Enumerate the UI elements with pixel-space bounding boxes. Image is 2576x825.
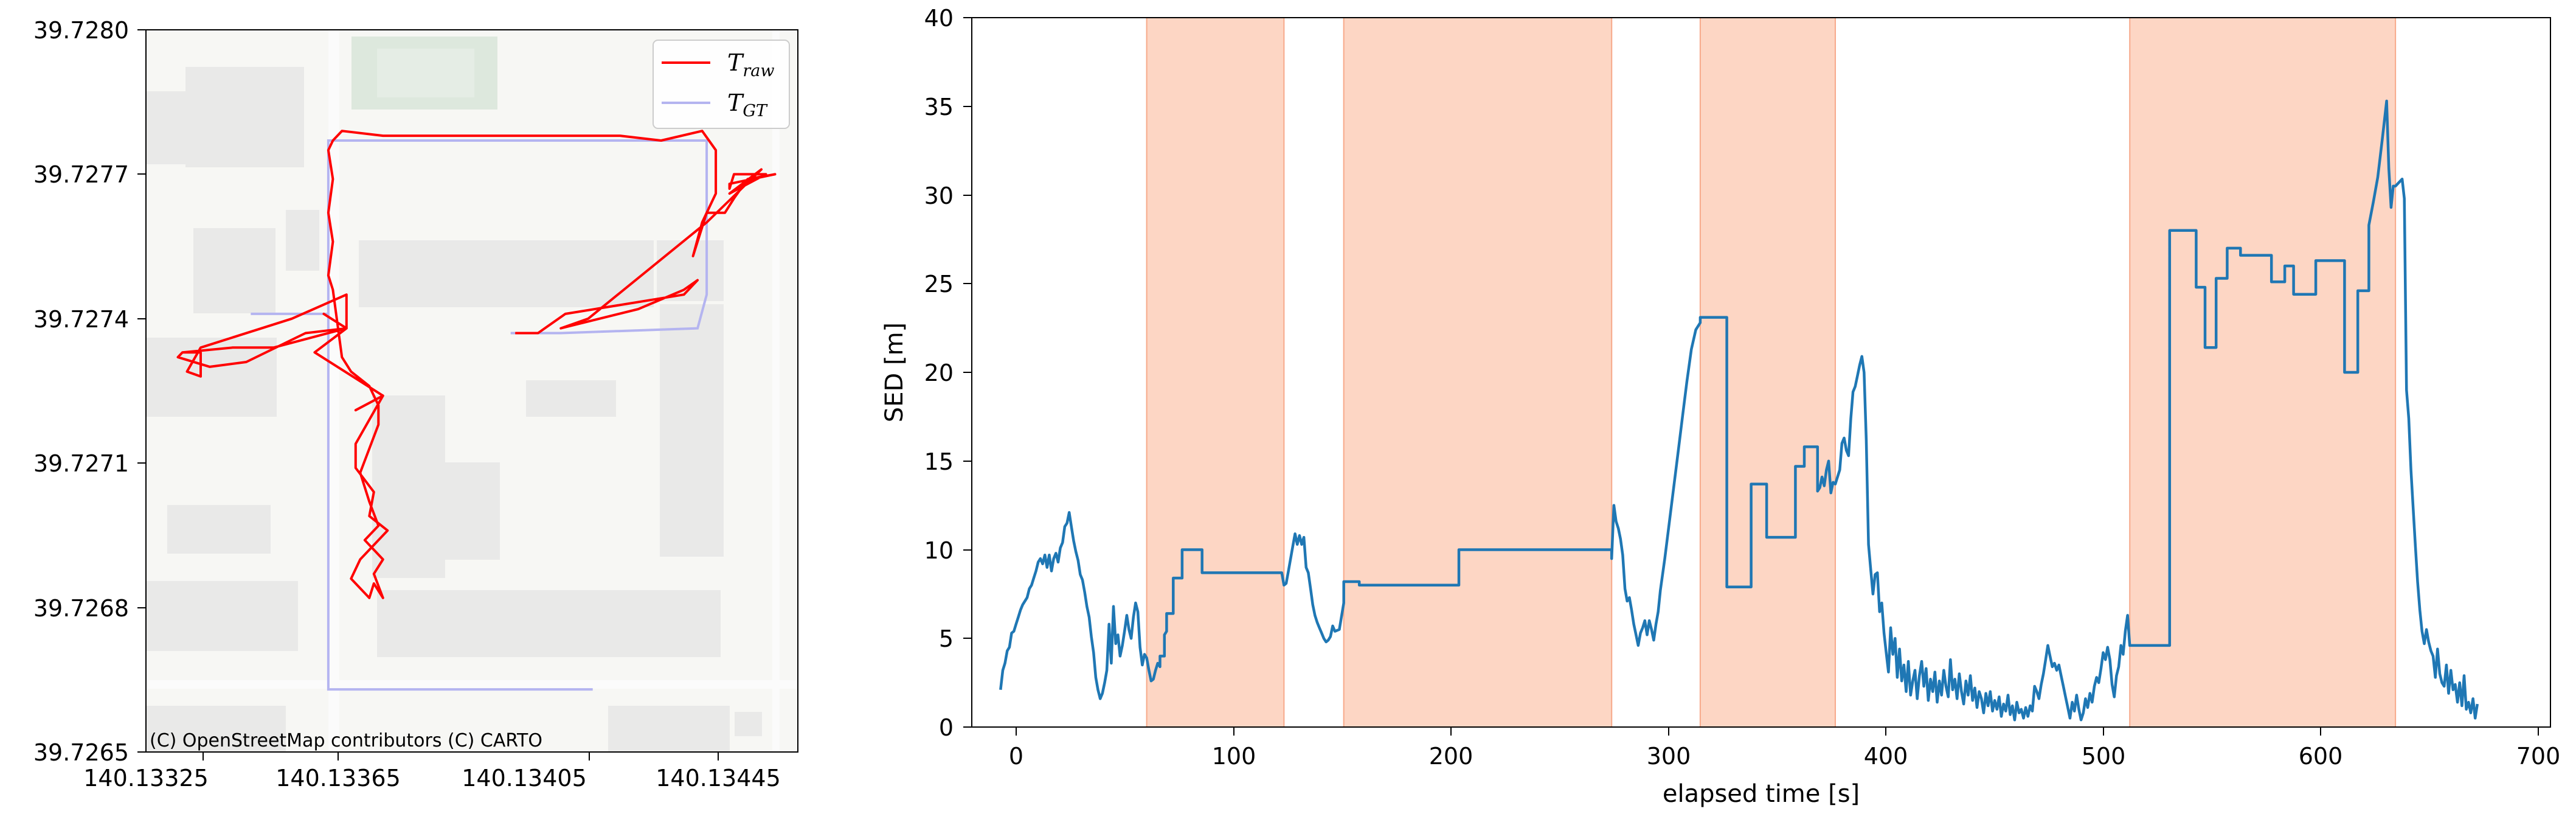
legend-raw-label: Traw [727, 49, 774, 80]
basemap [146, 30, 798, 752]
sed-y-tick-label: 25 [924, 271, 954, 298]
map-x-axis: 140.13325 140.13365 140.13405 140.13445 [83, 752, 781, 792]
map-legend: Traw TGT [653, 40, 790, 129]
shaded-interval [1146, 18, 1285, 727]
sed-x-tick-label: 400 [1864, 743, 1908, 770]
map-y-tick-label: 39.7268 [33, 595, 129, 622]
trajectory-raw-line [176, 130, 777, 599]
map-y-tick-label: 39.7271 [33, 450, 129, 477]
map-x-tick-label: 140.13445 [656, 765, 781, 792]
sed-x-tick-label: 100 [1212, 743, 1256, 770]
sed-y-tick-label: 40 [924, 5, 954, 32]
shaded-interval [1699, 18, 1836, 727]
map-axes-frame [145, 29, 798, 753]
sed-x-tick-label: 700 [2516, 743, 2561, 770]
sed-y-axis-label: SED [m] [881, 322, 909, 422]
sed-y-tick-label: 10 [924, 537, 954, 564]
sed-y-axis: 0 5 10 15 20 25 30 35 40 SED [m] [881, 5, 972, 741]
sed-panel: 0 5 10 15 20 25 30 35 40 SED [m] 0 100 2… [881, 5, 2560, 808]
sed-x-axis-label: elapsed time [s] [1663, 780, 1860, 808]
map-y-tick-label: 39.7280 [33, 17, 129, 44]
legend-gt-label: TGT [727, 89, 768, 120]
map-x-tick-label: 140.13365 [275, 765, 401, 792]
map-panel: (C) OpenStreetMap contributors (C) CARTO… [33, 17, 798, 792]
sed-y-tick-label: 5 [939, 625, 954, 652]
sed-y-tick-label: 30 [924, 183, 954, 209]
sed-x-tick-label: 600 [2299, 743, 2343, 770]
sed-y-tick-label: 35 [924, 94, 954, 120]
sed-x-axis: 0 100 200 300 400 500 600 700 elapsed ti… [1009, 727, 2560, 808]
sed-y-tick-label: 15 [924, 448, 954, 475]
sed-x-tick-label: 300 [1647, 743, 1691, 770]
map-x-tick-label: 140.13325 [83, 765, 209, 792]
shaded-intervals [1146, 18, 2397, 727]
shaded-interval [1343, 18, 1613, 727]
sed-y-tick-label: 20 [924, 360, 954, 386]
map-y-tick-label: 39.7277 [33, 161, 129, 188]
map-attribution: (C) OpenStreetMap contributors (C) CARTO [150, 730, 542, 751]
sed-x-tick-label: 200 [1429, 743, 1473, 770]
map-y-axis: 39.7265 39.7268 39.7271 39.7274 39.7277 … [33, 17, 146, 766]
map-y-tick-label: 39.7265 [33, 739, 129, 766]
sed-y-tick-label: 0 [939, 714, 954, 741]
map-y-tick-label: 39.7274 [33, 306, 129, 333]
sed-x-tick-label: 0 [1009, 743, 1023, 770]
sed-series-line [999, 99, 2479, 722]
map-x-tick-label: 140.13405 [462, 765, 587, 792]
sed-x-tick-label: 500 [2082, 743, 2126, 770]
